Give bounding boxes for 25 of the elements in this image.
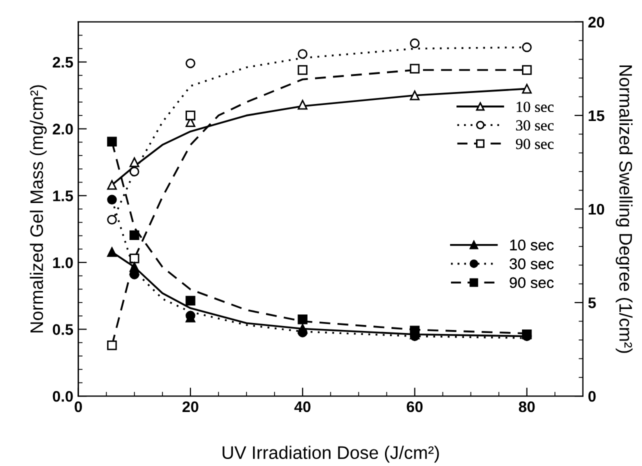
- y-tick-label: 2.0: [52, 124, 73, 134]
- y2-tick-label: 10: [588, 204, 604, 215]
- y-tick-label: 0.5: [52, 324, 74, 335]
- y-tick-label: 1.5: [53, 190, 74, 202]
- x-tick-label: 20: [182, 401, 198, 412]
- y-axis-title: Normalized Gel Mass (mg/cm²): [30, 85, 47, 332]
- legend-label: 90 sec: [516, 138, 554, 150]
- legend-label: 10 sec: [510, 240, 554, 250]
- y2-tick-label: 5: [588, 298, 596, 308]
- y2-tick-label: 0: [588, 390, 596, 402]
- y2-axis-title: Normalized Swelling Degree (1/cm²): [616, 66, 633, 353]
- legend-label: 30 sec: [510, 258, 554, 270]
- y-tick-label: 2.5: [52, 56, 74, 68]
- y-tick-label: 1.0: [53, 257, 73, 268]
- y2-tick-label: 15: [588, 110, 604, 122]
- x-axis-title: UV Irradiation Dose (J/cm²): [222, 446, 439, 463]
- y2-tick-label: 20: [588, 16, 604, 28]
- x-tick-label: 80: [518, 401, 535, 412]
- legend-label: 30 sec: [516, 120, 554, 131]
- legend-label: 90 sec: [510, 277, 554, 288]
- x-tick-label: 40: [294, 401, 310, 412]
- y-tick-label: 0.0: [52, 390, 73, 402]
- x-tick-label: 60: [406, 401, 423, 412]
- x-tick-label: 0: [74, 401, 82, 412]
- legend-label: 10 sec: [516, 102, 554, 112]
